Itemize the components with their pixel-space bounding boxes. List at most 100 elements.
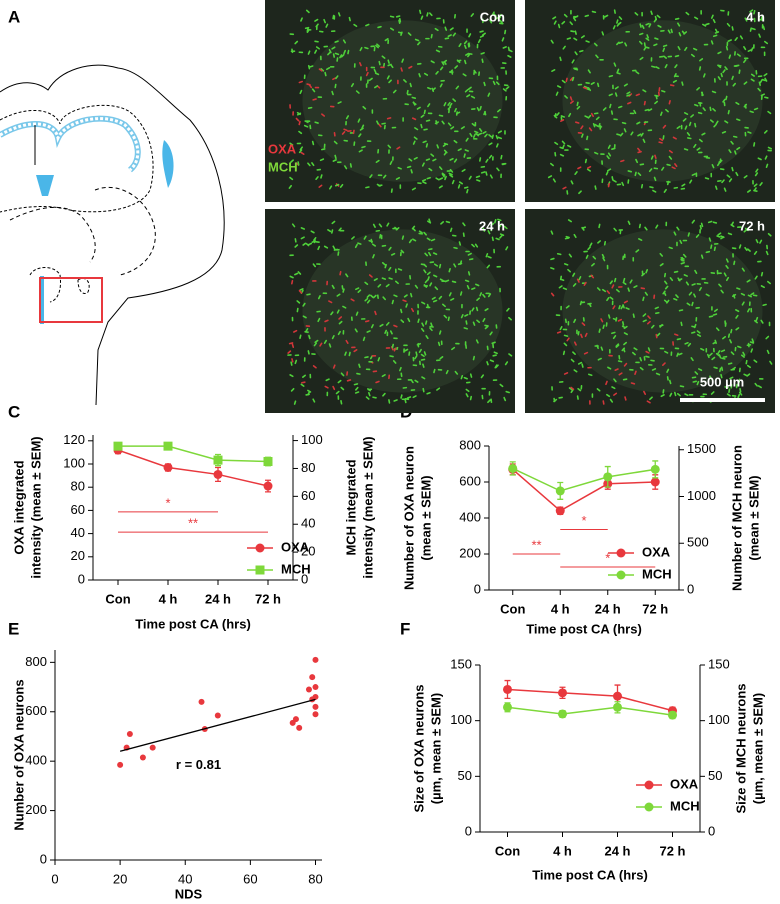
cell	[422, 140, 427, 144]
cell	[341, 131, 346, 135]
cell	[572, 282, 577, 287]
cell	[676, 125, 681, 130]
cell	[382, 296, 386, 301]
cell	[388, 246, 392, 251]
cell	[644, 226, 648, 231]
cell	[393, 324, 398, 328]
micrograph	[265, 209, 515, 413]
cell	[337, 12, 341, 17]
cell	[659, 137, 664, 142]
y2-axis-label: (µm, mean ± SEM)	[750, 693, 765, 804]
cell	[502, 46, 507, 49]
marker	[644, 802, 654, 812]
cell	[479, 127, 483, 133]
cell	[302, 302, 306, 307]
cell	[469, 395, 473, 401]
cell	[655, 66, 660, 70]
cell	[307, 350, 310, 355]
cell	[301, 381, 306, 384]
cell	[433, 263, 439, 267]
cell	[550, 257, 555, 261]
cell	[712, 34, 718, 38]
cell	[577, 361, 583, 365]
cell	[674, 163, 678, 168]
cell	[675, 294, 679, 299]
cell	[702, 107, 706, 112]
cell	[400, 67, 403, 72]
cell	[698, 66, 702, 71]
cell	[714, 28, 718, 33]
cell	[429, 327, 433, 332]
cell	[330, 311, 334, 316]
cell	[306, 27, 309, 32]
cell	[488, 142, 493, 146]
cell	[325, 378, 330, 382]
cell	[350, 82, 355, 88]
micrograph	[265, 0, 515, 202]
cell	[679, 385, 685, 388]
cell	[372, 396, 377, 399]
cell	[725, 264, 729, 269]
cell	[361, 124, 365, 129]
cell	[648, 23, 652, 28]
y-axis-label: (µm, mean ± SEM)	[428, 693, 443, 804]
cell	[315, 23, 319, 28]
cell	[705, 22, 710, 26]
cell	[727, 362, 733, 365]
cell	[335, 390, 340, 395]
cell	[647, 347, 651, 352]
cell	[584, 158, 588, 164]
cell	[700, 347, 705, 351]
x-tick-label: 80	[308, 871, 322, 886]
cell	[634, 171, 637, 177]
series-line	[512, 468, 656, 512]
cell	[680, 257, 685, 260]
cell	[340, 386, 345, 391]
cell	[621, 347, 626, 352]
cell	[331, 334, 335, 340]
marker	[503, 684, 512, 694]
cell	[406, 89, 409, 95]
marker	[555, 506, 565, 516]
cell	[567, 268, 571, 273]
cell	[561, 20, 566, 25]
cell	[291, 279, 294, 285]
cell	[691, 283, 696, 286]
y-tick-label: 50	[458, 768, 472, 783]
cell	[762, 303, 767, 307]
y-tick-label: 80	[71, 479, 85, 494]
cell	[691, 173, 696, 176]
cell	[741, 301, 745, 306]
cell	[612, 25, 616, 30]
cell	[294, 272, 299, 276]
cell	[467, 86, 472, 90]
cell	[433, 274, 438, 278]
cell	[750, 348, 754, 353]
cell	[443, 151, 448, 156]
cell	[570, 358, 575, 363]
cell	[691, 301, 694, 307]
legend-label: MCH	[642, 566, 672, 581]
cell	[727, 333, 731, 338]
cell	[716, 161, 721, 167]
cell	[747, 308, 751, 313]
cell	[727, 39, 732, 42]
cell	[733, 260, 736, 266]
tissue-glow	[302, 20, 503, 182]
cell	[674, 54, 680, 58]
cell	[449, 157, 454, 161]
panel-label: C	[8, 402, 20, 421]
significance-star: **	[188, 516, 198, 531]
cell	[384, 263, 387, 269]
cell	[386, 75, 390, 80]
cell	[361, 145, 366, 149]
cell	[638, 238, 643, 241]
marker	[213, 469, 223, 479]
cell	[359, 127, 364, 131]
cell	[642, 89, 647, 93]
cell	[694, 122, 697, 128]
cell	[422, 363, 425, 368]
cell	[663, 55, 667, 59]
cell	[345, 115, 350, 120]
y-tick-label: 100	[450, 712, 472, 727]
